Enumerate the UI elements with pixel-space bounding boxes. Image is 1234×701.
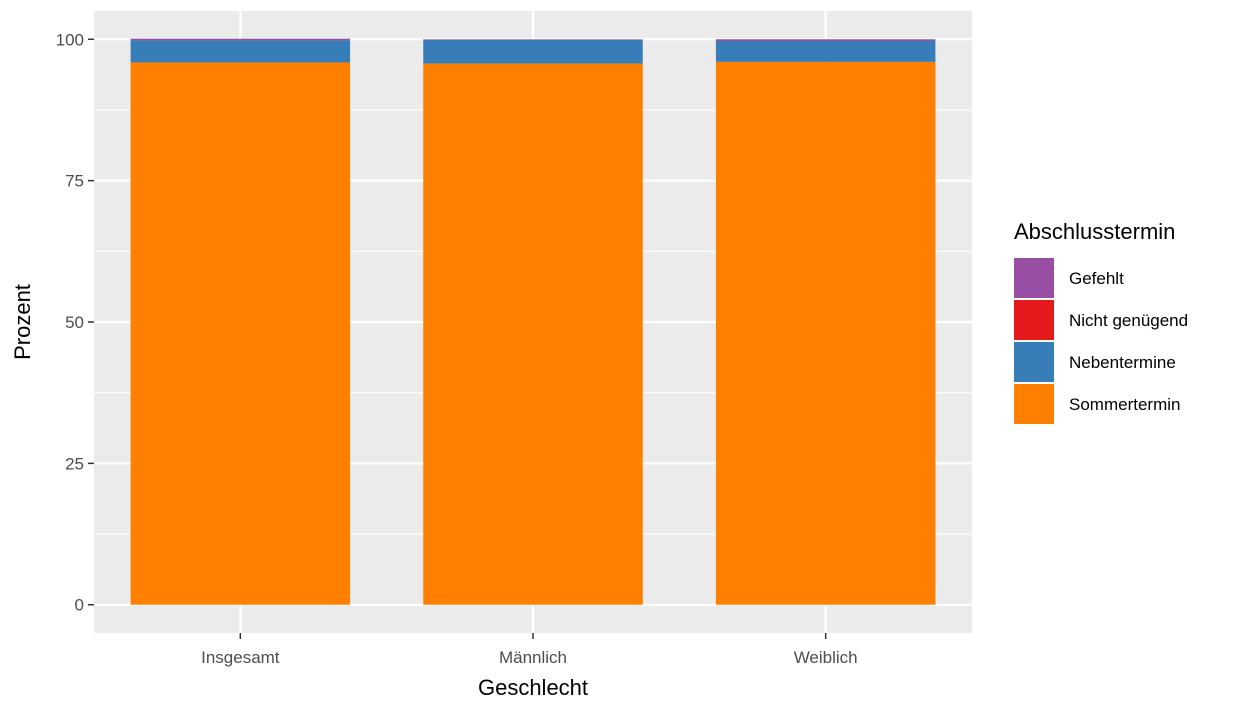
y-tick-label: 100 bbox=[56, 30, 84, 49]
bar-segment bbox=[423, 39, 643, 40]
bar-segment bbox=[130, 62, 351, 605]
legend-key bbox=[1014, 258, 1054, 298]
legend-title: Abschlusstermin bbox=[1014, 219, 1175, 244]
legend-key bbox=[1014, 300, 1054, 340]
bar-segment bbox=[715, 40, 936, 62]
legend-key bbox=[1014, 384, 1054, 424]
x-tick-label: Insgesamt bbox=[201, 648, 280, 667]
y-tick-label: 25 bbox=[65, 454, 84, 473]
legend-key bbox=[1014, 342, 1054, 382]
bar-segment bbox=[130, 38, 351, 41]
legend-label: Sommertermin bbox=[1069, 395, 1180, 414]
bar-segment bbox=[715, 61, 936, 605]
legend-label: Gefehlt bbox=[1069, 269, 1124, 288]
y-axis: 0 25 50 75 100 bbox=[56, 30, 94, 615]
legend-label: Nebentermine bbox=[1069, 353, 1176, 372]
x-tick-label: Weiblich bbox=[794, 648, 858, 667]
x-tick-label: Männlich bbox=[499, 648, 567, 667]
bar-segment bbox=[423, 39, 643, 64]
bar-segment bbox=[715, 39, 936, 41]
bar-segment bbox=[423, 63, 643, 605]
y-tick-label: 0 bbox=[75, 596, 84, 615]
legend: Abschlusstermin Gefehlt Nicht genügend Neb… bbox=[1014, 219, 1188, 424]
bar-segment bbox=[130, 40, 351, 63]
y-tick-label: 75 bbox=[65, 172, 84, 191]
y-tick-label: 50 bbox=[65, 313, 84, 332]
x-axis: Insgesamt Männlich Weiblich bbox=[201, 633, 858, 667]
y-axis-title: Prozent bbox=[10, 284, 35, 360]
bars bbox=[130, 38, 936, 605]
legend-label: Nicht genügend bbox=[1069, 311, 1188, 330]
x-axis-title: Geschlecht bbox=[478, 675, 588, 700]
